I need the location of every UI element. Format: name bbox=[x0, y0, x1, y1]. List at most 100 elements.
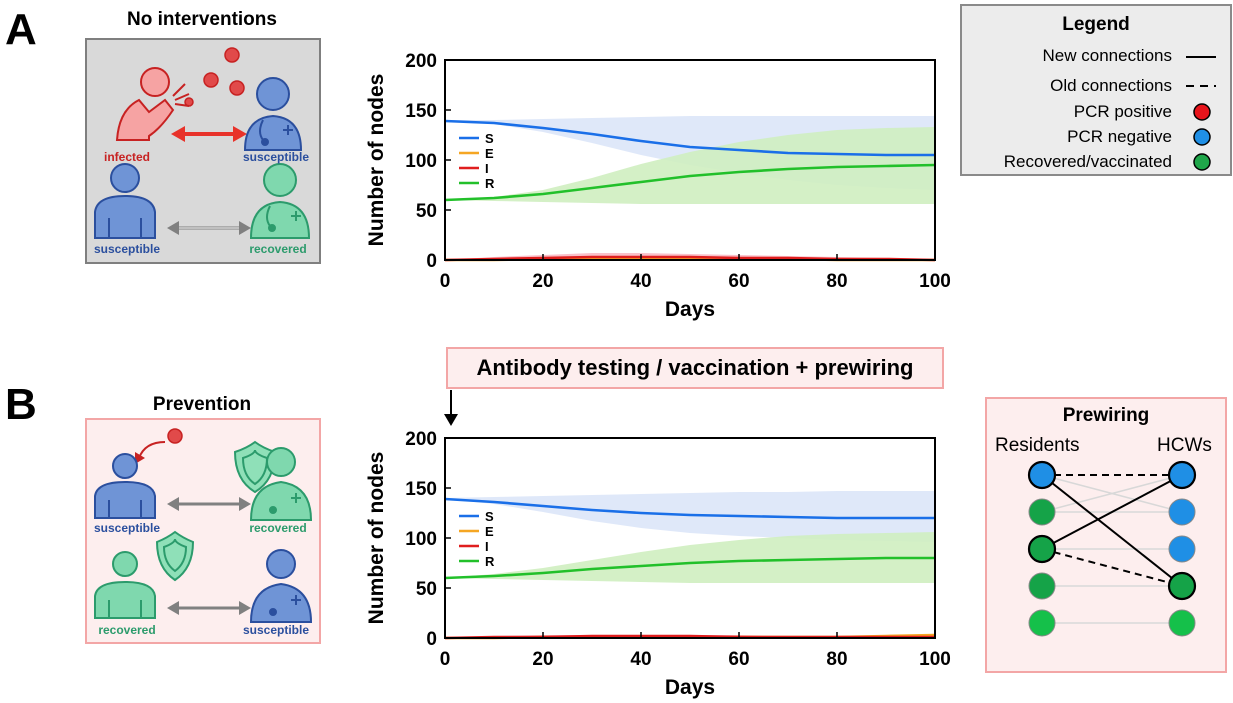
legend-box: Legend New connections Old connections P… bbox=[960, 4, 1232, 176]
panel-b-illustration: susceptible recovered recovered suscepti… bbox=[85, 418, 321, 644]
label-infected: infected bbox=[103, 150, 150, 164]
legend-label-s: S bbox=[485, 509, 494, 524]
new-connection-edge bbox=[1041, 474, 1183, 550]
legend-label-i: I bbox=[485, 161, 489, 176]
band-r-0 bbox=[445, 127, 935, 204]
recovered-dot-icon bbox=[1193, 153, 1211, 171]
label-susceptible-hcw: susceptible bbox=[242, 623, 310, 637]
x-tick-label: 100 bbox=[919, 649, 951, 670]
resident-node bbox=[1028, 609, 1056, 637]
prewiring-title: Prewiring bbox=[1062, 405, 1150, 426]
series-line-r bbox=[444, 556, 935, 580]
chart-b: 0 20 40 60 80 100 0 50 100 150 200 Days Number of no… bbox=[365, 429, 951, 699]
cough-lines bbox=[172, 83, 190, 107]
label-recovered-hcw: recovered bbox=[249, 521, 307, 535]
label-recovered-resident: recovered bbox=[98, 623, 156, 637]
intervention-callout: Antibody testing / vaccination + prewiri… bbox=[446, 347, 944, 389]
legend-label-e: E bbox=[485, 146, 494, 161]
virus-icon bbox=[184, 47, 245, 107]
hcw-node bbox=[1168, 498, 1196, 526]
legend-label-r: R bbox=[485, 554, 495, 569]
y-tick-label: 0 bbox=[426, 629, 437, 650]
legend-markers bbox=[1186, 56, 1216, 171]
x-tick-label: 80 bbox=[826, 271, 847, 292]
y-axis-label: Number of nodes bbox=[365, 452, 388, 625]
legend-title: Legend bbox=[1062, 14, 1130, 35]
y-tick-label: 0 bbox=[426, 251, 437, 272]
panel-a-illustration: infected susceptible susceptible recover… bbox=[85, 38, 321, 264]
panel-a-title: No interventions bbox=[127, 9, 277, 30]
old-connection-edge bbox=[1041, 548, 1183, 587]
infection-arrow-head bbox=[135, 452, 145, 464]
label-susceptible-hcw: susceptible bbox=[242, 150, 310, 164]
x-axis-label: Days bbox=[665, 676, 715, 699]
hcw-node bbox=[1168, 535, 1196, 563]
infection-arrow bbox=[138, 441, 166, 459]
panel-b-scene bbox=[94, 428, 313, 623]
x-tick-label: 0 bbox=[440, 271, 451, 292]
legend-label-new-connections: New connections bbox=[1042, 46, 1172, 65]
resident-node bbox=[1027, 460, 1057, 490]
legend-label-s: S bbox=[485, 131, 494, 146]
panel-letter-b: B bbox=[5, 380, 37, 429]
y-tick-label: 150 bbox=[405, 101, 437, 122]
hcw-node bbox=[1167, 460, 1197, 490]
legend-label-i: I bbox=[485, 539, 489, 554]
series-line-s bbox=[444, 497, 935, 520]
y-tick-label: 50 bbox=[416, 579, 437, 600]
legend-label-pcr-positive: PCR positive bbox=[1073, 102, 1172, 121]
x-tick-label: 80 bbox=[826, 649, 847, 670]
prewiring-box: Prewiring Residents HCWs bbox=[985, 397, 1227, 673]
faint-edge bbox=[1041, 474, 1183, 513]
x-tick-label: 100 bbox=[919, 271, 951, 292]
legend-label-e: E bbox=[485, 524, 494, 539]
series-line-s bbox=[444, 119, 935, 157]
resident-person-icon bbox=[94, 453, 156, 519]
legend-label-r: R bbox=[485, 176, 495, 191]
legend-label-pcr-negative: PCR negative bbox=[1067, 127, 1172, 146]
label-susceptible-resident: susceptible bbox=[93, 242, 161, 256]
down-arrow-icon bbox=[444, 390, 458, 426]
infected-person-coughing-icon bbox=[115, 67, 175, 141]
x-tick-label: 60 bbox=[728, 649, 749, 670]
virus-icon bbox=[167, 428, 183, 444]
hcw-node bbox=[1168, 609, 1196, 637]
double-arrow-icon bbox=[171, 126, 247, 142]
shield-icon bbox=[155, 530, 195, 582]
prewiring-network bbox=[1027, 460, 1197, 637]
panel-letter-a: A bbox=[5, 5, 37, 54]
resident-node bbox=[1028, 498, 1056, 526]
resident-node bbox=[1027, 534, 1057, 564]
healthcare-worker-icon bbox=[249, 447, 313, 521]
x-tick-label: 0 bbox=[440, 649, 451, 670]
hcw-node bbox=[1167, 571, 1197, 601]
chart-a: 0 20 40 60 80 100 0 50 100 150 200 Days Number of no… bbox=[365, 51, 951, 321]
x-tick-label: 20 bbox=[532, 649, 553, 670]
new-connection-edge bbox=[1041, 474, 1183, 587]
hcws-label: HCWs bbox=[1157, 435, 1212, 456]
band-s-1 bbox=[445, 491, 935, 542]
y-tick-label: 100 bbox=[405, 529, 437, 550]
legend-label-old-connections: Old connections bbox=[1050, 76, 1172, 95]
y-axis-label: Number of nodes bbox=[365, 74, 388, 247]
resident-person-icon bbox=[94, 163, 156, 239]
panel-a-scene bbox=[94, 47, 311, 239]
y-tick-label: 50 bbox=[416, 201, 437, 222]
series-line-r bbox=[444, 163, 936, 202]
x-tick-label: 20 bbox=[532, 271, 553, 292]
label-susceptible-resident: susceptible bbox=[93, 521, 161, 535]
double-arrow-icon bbox=[167, 221, 251, 235]
healthcare-worker-icon bbox=[249, 549, 313, 623]
x-axis-label: Days bbox=[665, 298, 715, 321]
resident-person-icon bbox=[94, 551, 156, 619]
double-arrow-icon bbox=[167, 601, 251, 615]
residents-label: Residents bbox=[995, 435, 1080, 456]
double-arrow-icon bbox=[167, 497, 251, 511]
pcr-negative-dot-icon bbox=[1193, 128, 1211, 146]
y-tick-label: 200 bbox=[405, 51, 437, 72]
label-recovered: recovered bbox=[249, 242, 307, 256]
y-tick-label: 100 bbox=[405, 151, 437, 172]
y-tick-label: 200 bbox=[405, 429, 437, 450]
x-tick-label: 60 bbox=[728, 271, 749, 292]
healthcare-worker-recovered-icon bbox=[249, 163, 311, 239]
